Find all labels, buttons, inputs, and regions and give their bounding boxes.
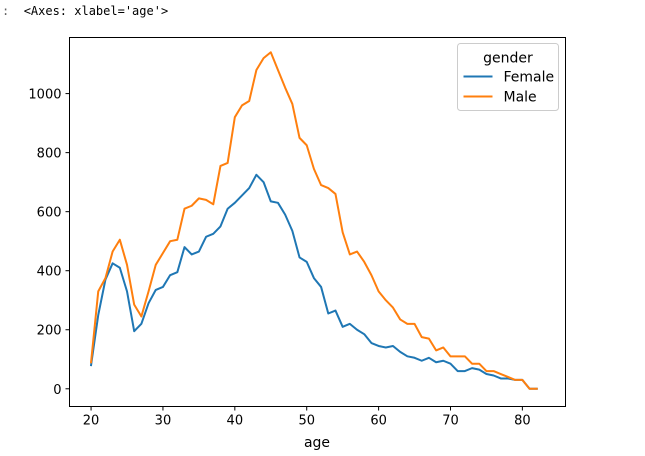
x-tick-label: 80 xyxy=(514,414,531,429)
x-axis: 20 30 40 50 60 70 80 xyxy=(83,406,531,429)
series-layer xyxy=(89,51,538,390)
legend-label-female: Female xyxy=(504,70,555,86)
y-axis: 0 200 400 600 800 1000 xyxy=(28,88,70,398)
y-tick-label: 800 xyxy=(37,147,62,162)
x-tick-label: 30 xyxy=(155,414,172,429)
x-tick-label: 70 xyxy=(442,414,459,429)
legend: gender Female Male xyxy=(457,43,559,111)
legend-box xyxy=(457,43,559,111)
y-tick-label: 1000 xyxy=(28,88,61,103)
legend-title: gender xyxy=(483,51,533,67)
cell-output-text: <Axes: xlabel='age'> xyxy=(23,4,169,18)
x-tick-label: 60 xyxy=(370,414,387,429)
cell-output: : <Axes: xlabel='age'> xyxy=(2,4,168,18)
series-line-male xyxy=(89,51,538,390)
plot-frame xyxy=(69,37,566,407)
y-tick-label: 600 xyxy=(37,206,62,221)
x-tick-label: 40 xyxy=(227,414,244,429)
y-tick-label: 200 xyxy=(37,324,62,339)
series-line-female xyxy=(89,173,538,390)
x-axis-label: age xyxy=(304,435,330,451)
y-tick-label: 0 xyxy=(53,383,61,398)
legend-label-male: Male xyxy=(504,90,537,106)
x-tick-label: 20 xyxy=(83,414,100,429)
y-tick-label: 400 xyxy=(37,265,62,280)
x-tick-label: 50 xyxy=(298,414,315,429)
cell-prompt: : xyxy=(2,4,10,18)
